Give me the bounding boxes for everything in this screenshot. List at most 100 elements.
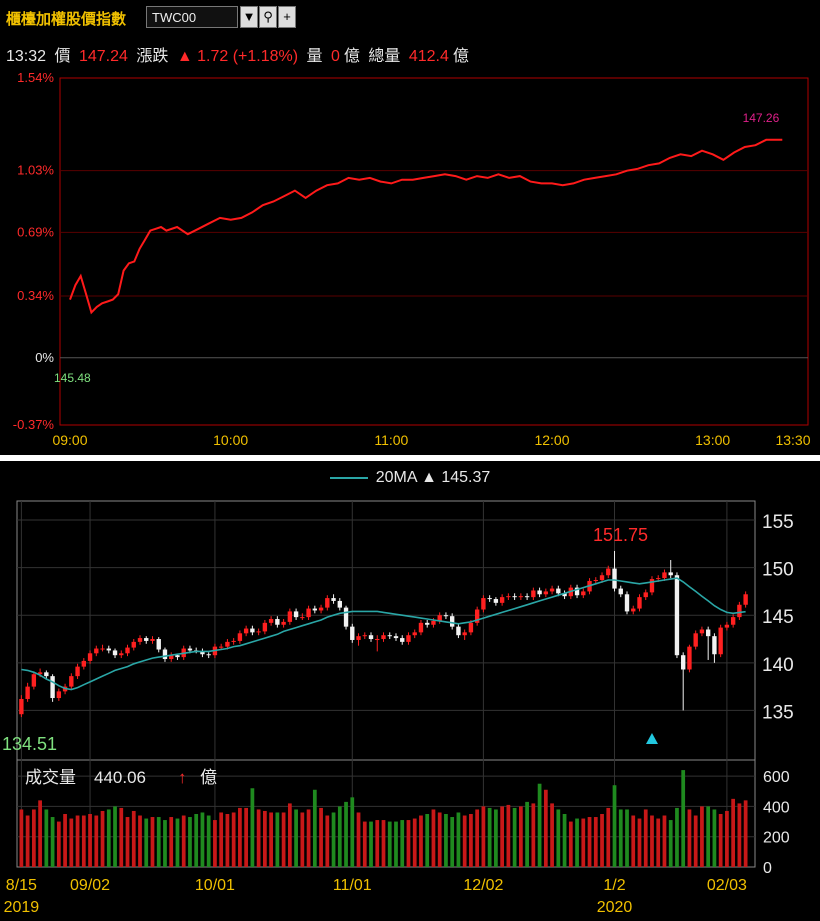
volume-bar: [394, 821, 398, 867]
candle-body: [169, 655, 174, 660]
candle-body: [443, 615, 449, 617]
y-tick-label: 1.03%: [17, 163, 54, 178]
candle-body: [19, 698, 24, 715]
volume-bar: [444, 814, 448, 867]
candle-body: [69, 676, 74, 687]
volume-bar: [518, 806, 523, 867]
candle-body: [112, 650, 118, 656]
volume-bar: [75, 815, 80, 867]
volume-bar: [344, 801, 348, 867]
search-icon[interactable]: ⚲: [259, 6, 277, 28]
volume-bar: [275, 812, 280, 867]
candle-body: [393, 636, 399, 639]
volume-bar: [456, 812, 461, 867]
candle-body: [206, 654, 211, 656]
volume-bar: [238, 807, 242, 867]
volume-bar: [19, 809, 24, 867]
volume-bar: [575, 818, 579, 867]
candle-body: [137, 638, 143, 642]
candle-body: [449, 616, 455, 627]
x-tick-label: 12:00: [534, 432, 569, 448]
y-tick-label: 150: [762, 560, 794, 581]
candle-body: [524, 596, 530, 598]
y-tick-label: 135: [762, 702, 794, 723]
candle-body: [94, 648, 99, 654]
candle-body: [581, 591, 586, 596]
volume-bar: [188, 817, 192, 867]
candle-body: [75, 666, 80, 677]
plot-frame: [59, 77, 809, 426]
volume-bar: [656, 818, 661, 867]
candle-body: [705, 629, 711, 637]
candle-body: [612, 568, 617, 589]
total-volume-label: 總量: [368, 48, 401, 65]
candle-body: [237, 633, 243, 641]
volume-bar: [369, 821, 373, 867]
signal-marker: [645, 733, 658, 744]
symbol-input[interactable]: TWC00: [146, 6, 238, 28]
candle-body: [356, 636, 361, 640]
last-price-label: 147.26: [743, 111, 780, 125]
volume-bar: [213, 820, 217, 867]
price-value: 147.24: [78, 48, 128, 65]
volume-bar: [69, 818, 74, 867]
candle-body: [362, 635, 367, 637]
candle-body: [662, 572, 667, 579]
volume-label: 成交量: [25, 768, 76, 787]
volume-bar: [144, 818, 149, 867]
x-tick-label: 13:00: [695, 432, 730, 448]
volume-bar: [675, 807, 679, 867]
candle-body: [574, 587, 580, 596]
volume-bar: [475, 809, 480, 867]
candle-body: [487, 598, 492, 600]
candle-body: [287, 611, 293, 622]
y-tick-label: 140: [762, 655, 794, 676]
candle-body: [300, 617, 305, 619]
candle-body: [37, 672, 43, 675]
candle-body: [743, 594, 748, 605]
volume-bar: [294, 809, 298, 867]
volume-bar: [687, 809, 692, 867]
candle-body: [425, 622, 430, 625]
volume-bar: [469, 814, 473, 867]
candle-body: [693, 633, 698, 647]
volume-bar: [387, 821, 392, 867]
candle-body: [325, 598, 330, 608]
plus-icon[interactable]: +: [278, 6, 296, 28]
candle-body: [343, 607, 349, 627]
candle-body: [231, 640, 236, 642]
volume-bar: [568, 821, 573, 867]
volume-bar: [319, 807, 323, 867]
intraday-chart: 1.54% 1.03% 0.69% 0.34% 0% -0.37%09:00 10:00 11…: [13, 70, 811, 448]
volume-bar: [693, 815, 698, 867]
candle-body: [31, 674, 37, 687]
candle-body: [281, 621, 286, 625]
volume-bar: [494, 809, 498, 867]
candle-body: [337, 600, 342, 608]
volume-bar: [231, 812, 236, 867]
volume-bar: [44, 809, 49, 867]
volume-bar: [38, 800, 42, 867]
candle-body: [44, 672, 49, 677]
volume-bar: [94, 815, 99, 867]
high-label: 151.75: [593, 525, 648, 545]
volume-value: 0: [330, 48, 340, 65]
volume-bar: [462, 815, 467, 867]
volume-bar: [550, 803, 554, 867]
volume-bar: [543, 789, 548, 867]
volume-bar: [356, 812, 361, 867]
volume-bar: [25, 815, 30, 867]
panel-divider: [0, 455, 820, 461]
candle-body: [543, 591, 549, 595]
volume-tick-label: 600: [763, 769, 790, 786]
candle-body: [400, 638, 405, 642]
candle-body: [631, 608, 636, 612]
quote-time: 13:32: [6, 48, 47, 65]
volume-bar: [437, 812, 442, 867]
candle-body: [599, 575, 605, 581]
volume-label-arrow: ↑: [178, 768, 187, 787]
candle-body: [468, 622, 474, 633]
candle-body: [649, 579, 655, 593]
chevron-down-icon[interactable]: ▼: [240, 6, 258, 28]
